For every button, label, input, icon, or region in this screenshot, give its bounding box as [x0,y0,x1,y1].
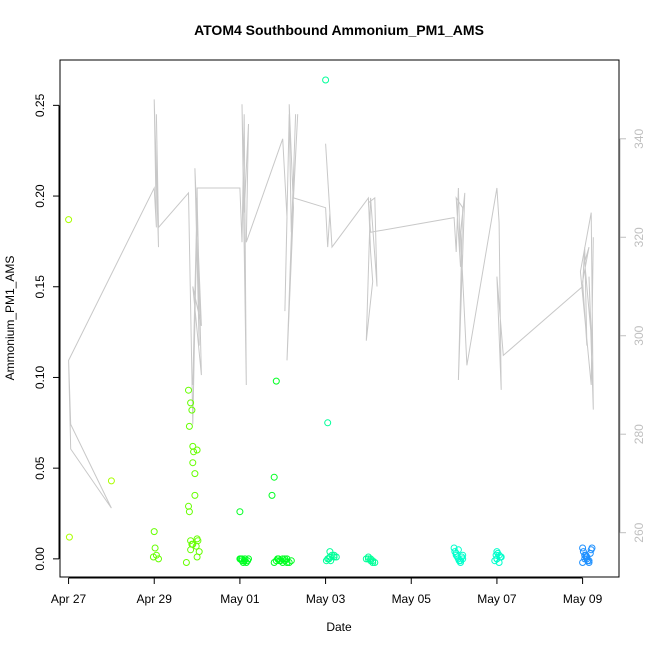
x-tick-label: May 09 [563,592,603,606]
data-point [185,422,193,430]
data-point [367,557,375,565]
data-point [581,555,589,563]
data-point [190,448,198,456]
data-point [364,555,372,563]
data-point [326,548,334,556]
y2-tick-label: 280 [632,424,646,444]
data-point [285,559,293,566]
flight-track-layer [68,99,594,509]
x-tick-label: May 03 [306,592,346,606]
y-axis-label: Ammonium_PM1_AMS [3,256,17,381]
data-point [579,544,587,552]
data-point [151,544,159,552]
data-point [272,377,280,385]
data-point [189,459,197,467]
data-point [362,555,370,563]
data-point [283,559,291,566]
data-point [155,555,162,563]
data-point [193,446,201,454]
data-point [185,508,193,516]
data-point [493,555,501,563]
data-point [107,477,115,485]
y2-tick-label: 340 [632,128,646,148]
data-point [65,216,73,224]
data-point [236,508,244,516]
data-point [245,555,252,563]
data-point [236,555,244,563]
data-point [192,542,200,550]
axes-layer: Apr 27 Apr 29 May 01 May 03 May 05 May 07 May … [33,93,646,606]
y-tick-label: 0.10 [33,365,47,389]
data-point [371,559,379,566]
x-tick-label: Apr 27 [51,592,87,606]
y2-tick-label: 260 [632,522,646,542]
data-point [188,406,196,414]
data-point [324,419,332,427]
x-tick-label: May 01 [220,592,260,606]
data-point [268,491,276,499]
data-point [193,535,201,543]
data-point [187,399,195,407]
y-tick-label: 0.05 [33,456,47,480]
data-point [189,540,197,548]
data-point [369,559,377,566]
data-point [283,555,291,563]
data-point [191,470,199,478]
data-point [492,551,500,559]
data-point [193,553,201,561]
data-point [272,557,280,565]
data-point [279,555,287,563]
data-point [459,551,467,559]
data-point [585,557,593,565]
data-point [187,537,195,545]
y-tick-label: 0.20 [33,184,47,208]
data-point [582,551,590,559]
y2-tick-label: 320 [632,227,646,247]
data-point [189,442,197,450]
data-point [324,555,332,563]
x-tick-label: Apr 29 [137,592,173,606]
data-point [459,555,467,563]
data-point [364,553,372,561]
data-point [150,528,158,536]
data-point [182,559,190,566]
scatter-points-layer [65,76,596,566]
data-point [495,551,503,559]
data-point [274,555,282,563]
data-point [270,473,278,481]
data-point [287,557,295,565]
data-point [588,544,596,552]
x-tick-label: May 07 [477,592,517,606]
data-point [240,557,248,565]
data-point [451,548,459,556]
y2-tick-label: 300 [632,325,646,345]
data-point [579,559,587,566]
y-tick-label: 0.00 [33,547,47,571]
data-point [330,551,338,559]
data-point [65,533,73,541]
data-point [322,557,330,565]
x-axis-label: Date [326,620,352,634]
y-tick-label: 0.15 [33,275,47,299]
y-tick-label: 0.25 [33,93,47,117]
flight-track-line [68,99,594,509]
data-point [185,386,192,394]
data-point [326,553,334,561]
data-point [454,546,462,554]
data-point [242,559,250,566]
data-point [322,76,330,84]
chart-title: ATOM4 Southbound Ammonium_PM1_AMS [194,22,484,38]
data-point [281,555,289,563]
x-tick-label: May 05 [392,592,432,606]
data-point [452,549,460,557]
data-point [191,491,199,499]
plot-frame [59,59,620,578]
